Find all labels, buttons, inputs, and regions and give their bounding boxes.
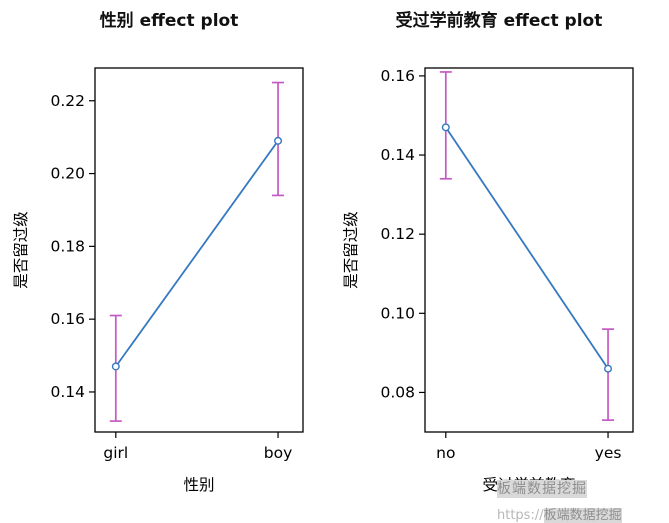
gender-effect-chart: 0.14 0.16 0.18 0.20 0.22 girl boy 性别 是否留过级 [12,67,304,494]
data-point [441,123,450,132]
plot-box [94,67,304,433]
data-point [604,364,613,373]
data-point [111,362,120,371]
x-category-label: boy [264,444,293,462]
preschool-chart-title: 受过学前教育 effect plot [395,11,603,31]
x-category-label: no [436,444,455,462]
data-point [274,136,283,145]
trend-line [115,140,279,368]
y-tick-label: 0.20 [50,165,85,183]
x-axis-label: 性别 [183,476,214,494]
y-tick-label: 0.22 [50,92,85,110]
trend-line [445,126,609,370]
y-axis-label: 是否留过级 [12,211,30,289]
y-tick-label: 0.08 [380,383,415,401]
panel-gender: 性别 effect plot 0.14 0.16 0.18 0.20 0.22 girl b… [4,6,334,516]
panel-preschool: 受过学前教育 effect plot 0.08 0.10 0.12 0.14 0.16 n… [334,6,664,516]
y-axis-label: 是否留过级 [342,211,360,289]
x-category-label: yes [595,444,622,462]
y-tick-label: 0.16 [50,310,85,328]
x-category-label: girl [103,444,128,462]
y-tick-label: 0.18 [50,237,85,255]
y-tick-label: 0.14 [380,146,415,164]
y-tick-label: 0.16 [380,67,415,85]
y-tick-label: 0.10 [380,304,415,322]
x-axis-label: 受过学前教育 [482,476,575,494]
y-tick-label: 0.14 [50,383,85,401]
plot-box [424,67,634,433]
gender-chart-title: 性别 effect plot [99,11,239,31]
preschool-effect-chart: 0.08 0.10 0.12 0.14 0.16 no yes 受过学前教育 是否留过级 [342,67,634,494]
y-tick-label: 0.12 [380,225,415,243]
